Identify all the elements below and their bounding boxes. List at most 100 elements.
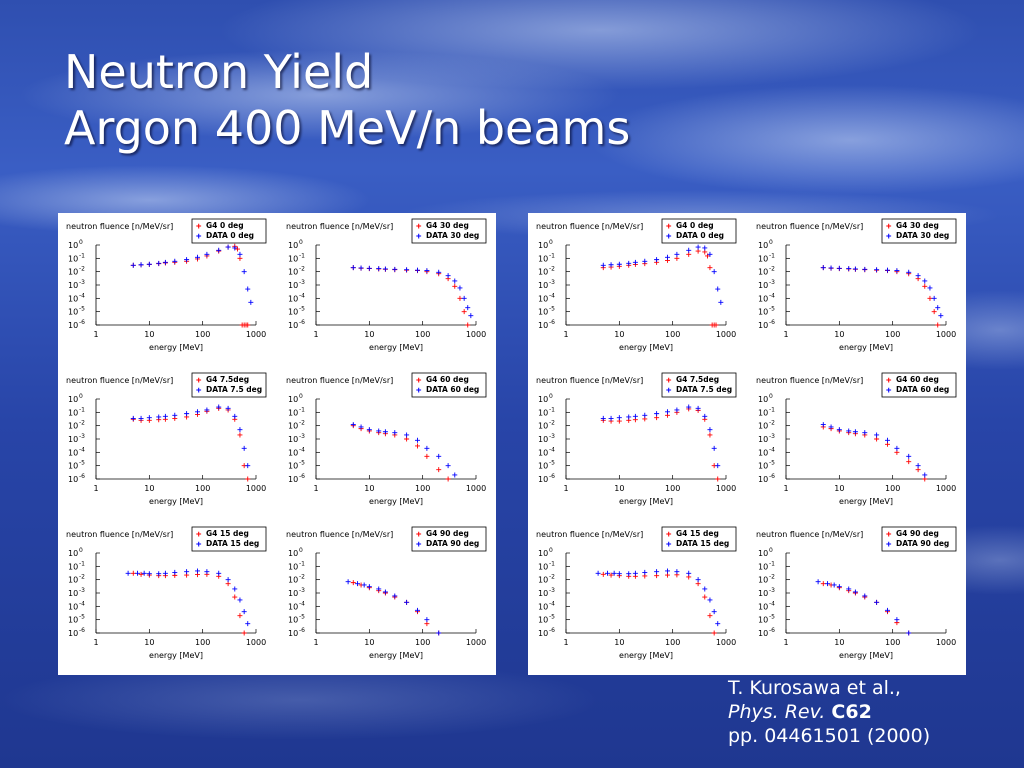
- subplot-5: neutron fluence [n/MeV/sr]10-610-510-410…: [536, 526, 737, 660]
- legend: + G4 0 deg + DATA 0 deg: [191, 218, 267, 244]
- subplot-6: neutron fluence [n/MeV/sr]10-610-510-410…: [756, 526, 957, 660]
- data-point: [894, 617, 900, 623]
- data-point: [626, 571, 632, 577]
- x-tick-label: 10: [614, 638, 624, 647]
- data-point: [138, 571, 144, 577]
- x-tick-label: 1: [313, 330, 318, 339]
- x-tick-label: 100: [885, 638, 900, 647]
- x-axis-label: energy [MeV]: [839, 343, 893, 352]
- y-tick-label: 10: [68, 629, 78, 638]
- y-tick-exponent: -4: [769, 446, 775, 453]
- data-point: [245, 322, 251, 328]
- y-tick-label: 10: [538, 422, 548, 431]
- series-data: [350, 422, 458, 478]
- x-tick-label: 1: [563, 638, 568, 647]
- y-axis-label: neutron fluence [n/MeV/sr]: [66, 222, 173, 231]
- data-point: [232, 586, 238, 592]
- data-point: [130, 570, 136, 576]
- data-point: [392, 430, 398, 436]
- subplot-5: neutron fluence [n/MeV/sr]10-610-510-410…: [66, 526, 267, 660]
- x-tick-label: 100: [665, 638, 680, 647]
- legend-entry: G4 0 deg: [676, 221, 714, 230]
- x-tick-label: 10: [364, 484, 374, 493]
- data-point: [884, 437, 890, 443]
- y-axis-label: neutron fluence [n/MeV/sr]: [286, 530, 393, 539]
- data-point: [616, 261, 622, 267]
- y-tick-label: 10: [288, 435, 298, 444]
- y-tick-exponent: -2: [549, 266, 555, 273]
- x-axis-label: energy [MeV]: [619, 497, 673, 506]
- data-point: [906, 453, 912, 459]
- legend-marker: +: [886, 386, 892, 396]
- data-point: [358, 265, 364, 271]
- data-point: [162, 570, 168, 576]
- data-point: [836, 427, 842, 433]
- data-point: [836, 584, 842, 590]
- legend-entry: G4 90 deg: [896, 529, 939, 538]
- data-point: [194, 568, 200, 574]
- data-point: [707, 251, 713, 257]
- y-tick-label: 10: [288, 629, 298, 638]
- y-tick-exponent: -6: [299, 627, 305, 634]
- legend-entry: DATA 7.5 deg: [206, 385, 262, 394]
- x-axis-label: energy [MeV]: [369, 497, 423, 506]
- legend-marker: +: [416, 376, 422, 386]
- data-point: [457, 285, 463, 291]
- y-tick-label: 10: [288, 241, 298, 250]
- y-tick-exponent: -6: [549, 627, 555, 634]
- data-point: [146, 415, 152, 421]
- y-tick-label: 10: [538, 254, 548, 263]
- data-point: [820, 265, 826, 271]
- y-tick-exponent: -4: [549, 292, 555, 299]
- x-tick-label: 10: [364, 330, 374, 339]
- data-point: [616, 571, 622, 577]
- subplot-3: neutron fluence [n/MeV/sr]10-610-510-410…: [66, 372, 267, 506]
- y-tick-exponent: -6: [769, 473, 775, 480]
- y-tick-label: 10: [68, 241, 78, 250]
- data-point: [138, 262, 144, 268]
- data-point: [695, 244, 701, 250]
- citation-journal: Phys. Rev.: [728, 701, 826, 723]
- y-tick-exponent: -2: [769, 574, 775, 581]
- y-tick-exponent: -4: [549, 600, 555, 607]
- y-tick-label: 10: [68, 616, 78, 625]
- y-tick-label: 10: [758, 589, 768, 598]
- data-point: [414, 267, 420, 273]
- legend-marker: +: [196, 386, 202, 396]
- data-point: [626, 414, 632, 420]
- data-point: [674, 407, 680, 413]
- legend-marker: +: [666, 232, 672, 242]
- data-point: [194, 254, 200, 260]
- x-axis-label: energy [MeV]: [369, 343, 423, 352]
- data-point: [632, 259, 638, 265]
- title-line-1: Neutron Yield: [64, 45, 374, 99]
- data-point: [366, 265, 372, 271]
- series-g4: [350, 423, 451, 482]
- citation-pages: pp. 04461501 (2000): [728, 725, 931, 747]
- series-g4: [130, 243, 251, 328]
- x-tick-label: 1000: [716, 484, 736, 493]
- legend-marker: +: [666, 530, 672, 540]
- data-point: [707, 613, 713, 619]
- y-tick-label: 10: [288, 395, 298, 404]
- y-tick-exponent: 0: [769, 547, 773, 554]
- y-tick-label: 10: [758, 281, 768, 290]
- legend-entry: G4 15 deg: [676, 529, 719, 538]
- series-data: [820, 422, 928, 478]
- data-point: [935, 305, 941, 311]
- data-point: [846, 266, 852, 272]
- data-point: [404, 599, 410, 605]
- series-g4: [820, 581, 912, 636]
- data-point: [862, 430, 868, 436]
- legend-marker: +: [886, 222, 892, 232]
- legend-marker: +: [416, 232, 422, 242]
- legend-marker: +: [886, 376, 892, 386]
- data-point: [172, 412, 178, 418]
- y-tick-exponent: -1: [549, 252, 555, 259]
- y-axis-label: neutron fluence [n/MeV/sr]: [756, 530, 863, 539]
- y-tick-label: 10: [758, 321, 768, 330]
- y-tick-exponent: 0: [549, 547, 553, 554]
- y-tick-label: 10: [288, 321, 298, 330]
- y-tick-label: 10: [538, 448, 548, 457]
- y-tick-label: 10: [288, 616, 298, 625]
